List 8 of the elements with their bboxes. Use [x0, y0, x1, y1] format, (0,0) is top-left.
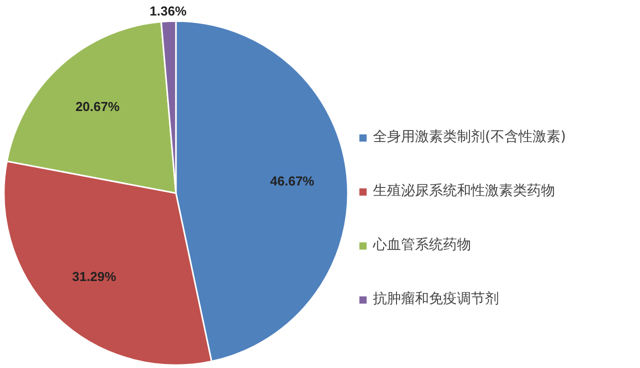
data-label: 46.67%: [270, 173, 315, 188]
legend-label: 心血管系统药物: [373, 236, 471, 254]
data-label: 20.67%: [75, 98, 120, 114]
data-label: 1.36%: [150, 3, 187, 18]
legend-label: 生殖泌尿系统和性激素类药物: [373, 182, 555, 200]
data-label: 31.29%: [72, 269, 117, 284]
legend-label: 抗肿瘤和免疫调节剂: [373, 290, 499, 308]
legend-label: 全身用激素类制剂(不含性激素): [373, 128, 566, 146]
